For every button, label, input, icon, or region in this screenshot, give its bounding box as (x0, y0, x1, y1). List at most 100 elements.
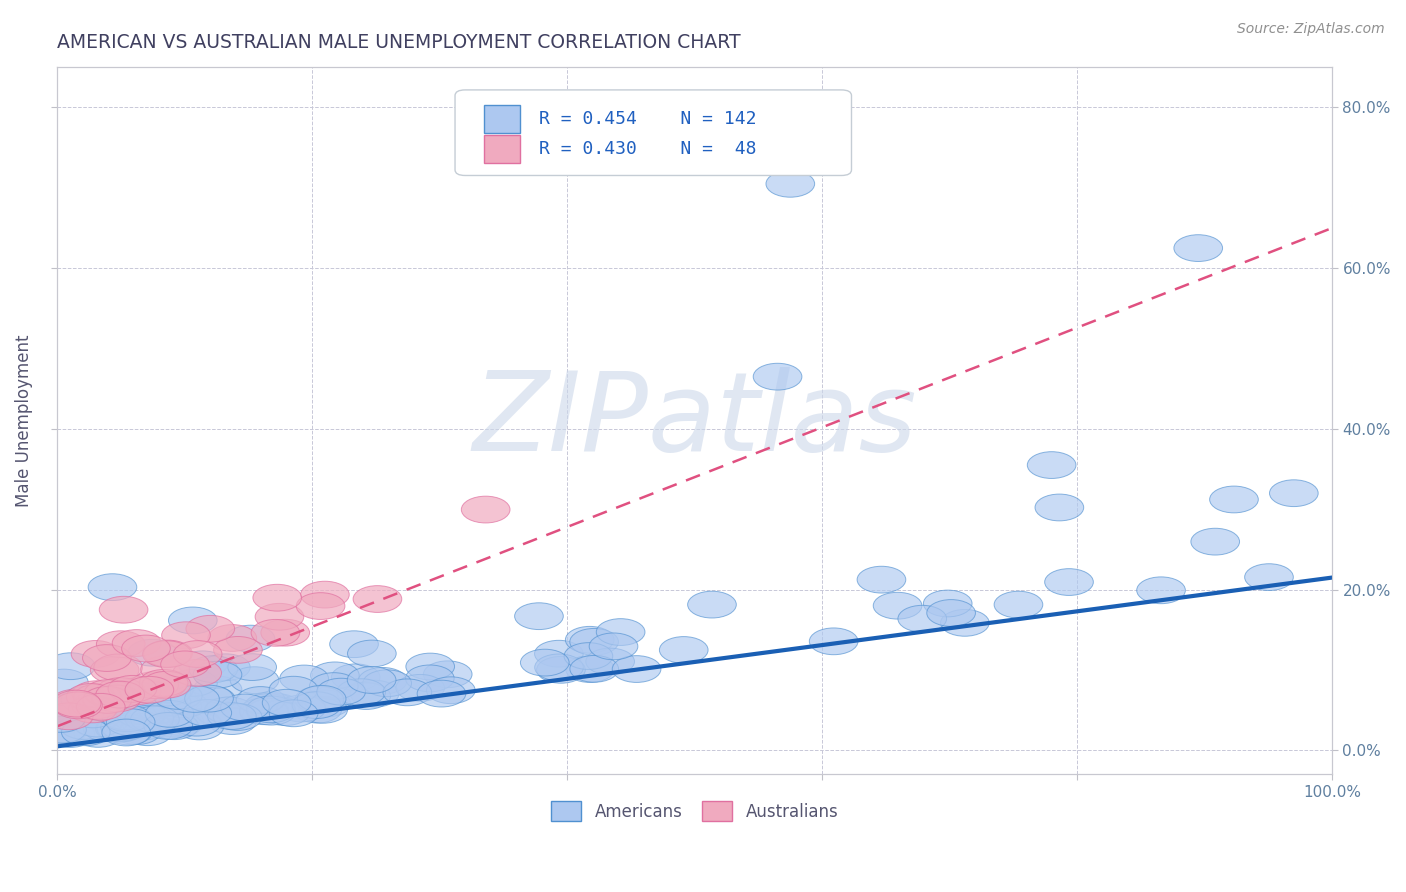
Ellipse shape (52, 690, 101, 717)
Ellipse shape (754, 363, 801, 390)
Ellipse shape (112, 718, 162, 745)
Ellipse shape (112, 678, 160, 705)
Ellipse shape (309, 673, 359, 699)
Ellipse shape (169, 607, 217, 634)
Ellipse shape (252, 619, 299, 646)
Ellipse shape (569, 629, 619, 656)
Ellipse shape (141, 656, 190, 683)
Ellipse shape (1209, 486, 1258, 513)
Ellipse shape (169, 670, 218, 697)
Ellipse shape (205, 697, 253, 723)
Ellipse shape (898, 606, 946, 632)
Ellipse shape (170, 686, 219, 713)
Ellipse shape (873, 592, 922, 619)
Ellipse shape (39, 695, 89, 722)
Ellipse shape (39, 669, 89, 696)
Ellipse shape (262, 698, 309, 725)
FancyBboxPatch shape (484, 105, 520, 134)
Ellipse shape (142, 689, 191, 715)
Ellipse shape (51, 690, 100, 716)
Ellipse shape (688, 591, 737, 618)
Ellipse shape (183, 699, 232, 726)
Ellipse shape (162, 622, 211, 648)
Ellipse shape (810, 628, 858, 655)
Ellipse shape (858, 566, 905, 593)
Ellipse shape (142, 672, 191, 698)
Ellipse shape (228, 654, 277, 681)
Ellipse shape (173, 659, 222, 686)
Ellipse shape (55, 691, 104, 718)
Ellipse shape (1045, 569, 1094, 596)
Ellipse shape (62, 719, 110, 746)
Ellipse shape (262, 619, 309, 646)
Ellipse shape (269, 676, 318, 703)
Ellipse shape (329, 631, 378, 657)
Ellipse shape (564, 642, 613, 670)
Text: ZIPatlas: ZIPatlas (472, 368, 917, 475)
Ellipse shape (332, 664, 380, 690)
Ellipse shape (1028, 451, 1076, 478)
Ellipse shape (766, 170, 814, 197)
Ellipse shape (534, 654, 583, 681)
Ellipse shape (96, 715, 145, 742)
Ellipse shape (297, 685, 346, 712)
Ellipse shape (569, 656, 619, 682)
Ellipse shape (112, 630, 160, 657)
Ellipse shape (423, 661, 472, 688)
Ellipse shape (131, 706, 179, 733)
Ellipse shape (347, 666, 396, 693)
Ellipse shape (1174, 235, 1223, 261)
Ellipse shape (299, 697, 347, 723)
Legend: Americans, Australians: Americans, Australians (543, 793, 846, 830)
Ellipse shape (1244, 564, 1294, 591)
Ellipse shape (145, 676, 193, 703)
Ellipse shape (97, 715, 146, 742)
Ellipse shape (193, 661, 242, 688)
Ellipse shape (1035, 494, 1084, 521)
Ellipse shape (145, 700, 194, 727)
Ellipse shape (586, 648, 634, 675)
Ellipse shape (38, 718, 87, 745)
Ellipse shape (347, 640, 396, 667)
Ellipse shape (138, 696, 187, 723)
Ellipse shape (363, 670, 412, 697)
Ellipse shape (121, 635, 170, 662)
Ellipse shape (1136, 577, 1185, 604)
Ellipse shape (247, 698, 295, 725)
Ellipse shape (353, 586, 402, 613)
Ellipse shape (263, 690, 311, 716)
Ellipse shape (941, 609, 990, 636)
Ellipse shape (243, 694, 292, 721)
Ellipse shape (142, 640, 191, 667)
Ellipse shape (418, 681, 465, 707)
Ellipse shape (45, 703, 93, 730)
Ellipse shape (117, 701, 166, 728)
Ellipse shape (270, 700, 318, 727)
Ellipse shape (214, 637, 263, 664)
Ellipse shape (100, 597, 148, 624)
FancyBboxPatch shape (484, 135, 520, 163)
Ellipse shape (193, 676, 242, 703)
Ellipse shape (924, 591, 972, 617)
Ellipse shape (208, 707, 256, 734)
Text: AMERICAN VS AUSTRALIAN MALE UNEMPLOYMENT CORRELATION CHART: AMERICAN VS AUSTRALIAN MALE UNEMPLOYMENT… (58, 33, 741, 52)
Ellipse shape (104, 718, 153, 745)
Ellipse shape (246, 696, 295, 723)
Ellipse shape (66, 683, 115, 710)
Ellipse shape (72, 681, 121, 707)
Ellipse shape (159, 691, 208, 718)
Ellipse shape (107, 709, 155, 736)
Ellipse shape (124, 719, 172, 746)
Ellipse shape (97, 631, 145, 657)
Ellipse shape (37, 706, 86, 732)
Ellipse shape (396, 674, 444, 701)
Ellipse shape (46, 721, 94, 747)
Ellipse shape (72, 692, 120, 719)
Ellipse shape (187, 686, 235, 713)
Ellipse shape (153, 693, 201, 720)
Y-axis label: Male Unemployment: Male Unemployment (15, 334, 32, 508)
Ellipse shape (612, 656, 661, 682)
Ellipse shape (153, 682, 202, 709)
Ellipse shape (297, 592, 344, 619)
Ellipse shape (101, 703, 150, 730)
